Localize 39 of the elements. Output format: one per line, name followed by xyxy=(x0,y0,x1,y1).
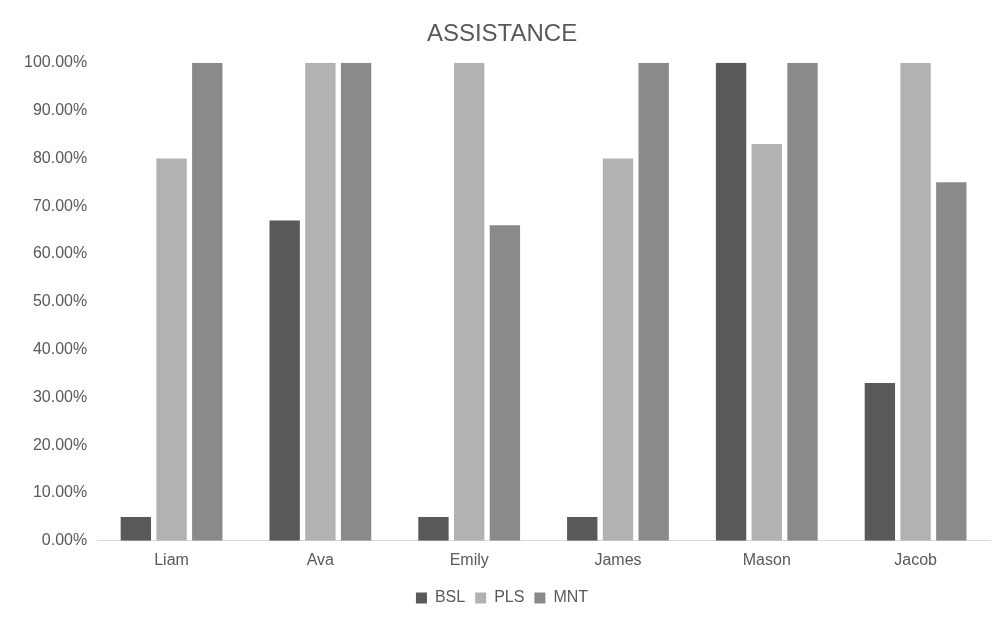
y-tick-label: 70.00% xyxy=(32,196,88,214)
bar xyxy=(305,62,336,541)
y-tick-label: 10.00% xyxy=(32,483,88,501)
x-tick-label: Jacob xyxy=(894,550,938,568)
x-tick-label: James xyxy=(594,550,642,568)
x-tick-label: Emily xyxy=(449,550,489,568)
x-tick-label: Mason xyxy=(742,550,791,568)
bar xyxy=(454,62,485,541)
bar xyxy=(787,62,818,541)
bar xyxy=(900,62,931,541)
bar xyxy=(567,516,598,541)
bar xyxy=(715,62,747,541)
bar xyxy=(269,220,300,541)
y-tick-label: 80.00% xyxy=(32,148,88,166)
y-tick-label: 0.00% xyxy=(41,531,88,549)
y-tick-label: 40.00% xyxy=(32,340,88,358)
x-tick-label: Ava xyxy=(306,550,335,568)
bar xyxy=(864,383,896,541)
legend-label: MNT xyxy=(553,588,589,606)
bar xyxy=(638,62,669,541)
chart-title: ASSISTANCE xyxy=(426,19,578,47)
y-tick-label: 60.00% xyxy=(32,244,88,262)
legend-label: PLS xyxy=(494,588,525,606)
bar xyxy=(489,225,521,541)
y-tick-label: 90.00% xyxy=(32,101,88,119)
bar xyxy=(340,62,372,541)
bar xyxy=(602,158,634,541)
bar xyxy=(418,516,449,541)
y-tick-label: 50.00% xyxy=(32,292,88,310)
bar xyxy=(936,182,967,541)
bar xyxy=(192,62,223,541)
legend-label: BSL xyxy=(434,588,466,606)
bar xyxy=(156,158,187,541)
y-tick-label: 30.00% xyxy=(32,387,88,405)
y-tick-label: 20.00% xyxy=(32,435,88,453)
bar xyxy=(751,144,782,541)
y-tick-label: 100.00% xyxy=(23,53,88,71)
x-tick-label: Liam xyxy=(154,550,189,568)
bar xyxy=(120,516,152,541)
